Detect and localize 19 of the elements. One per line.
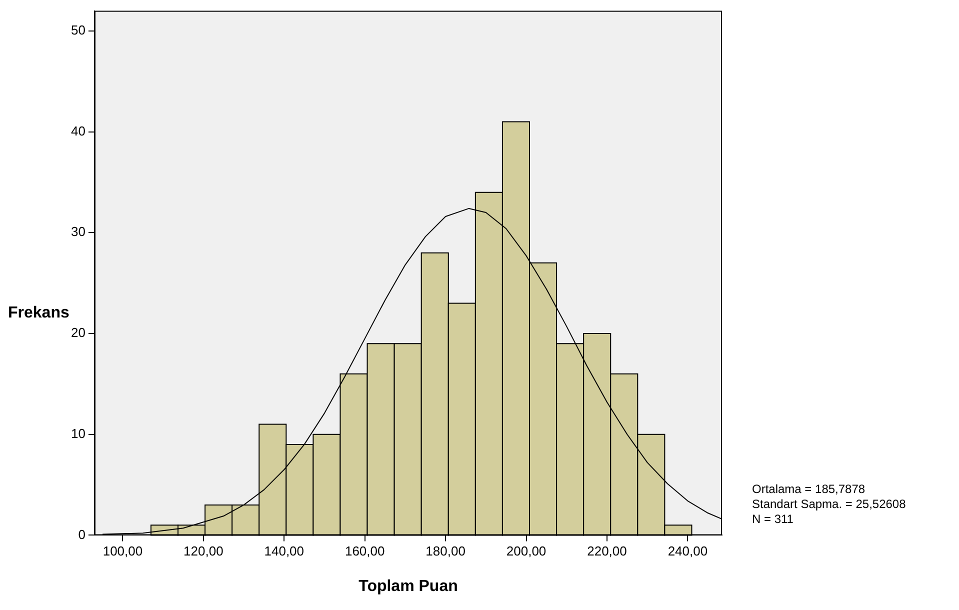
y-tick-label: 20	[70, 325, 86, 340]
x-tick-label: 220,00	[587, 544, 627, 559]
x-tick-label: 180,00	[426, 544, 466, 559]
y-tick-label: 10	[70, 426, 86, 441]
text: N = 311	[752, 512, 794, 527]
x-tick-label: 120,00	[184, 544, 224, 559]
y-axis-title: Frekans	[8, 304, 70, 322]
x-axis-title: Toplam Puan	[358, 578, 458, 595]
x-tick-label: 160,00	[344, 544, 385, 559]
x-tick-label: 200,00	[506, 544, 546, 559]
y-tick-label: 50	[70, 22, 86, 38]
y-tick-label: 30	[70, 224, 86, 240]
y-tick-label: 40	[70, 123, 86, 138]
x-tick-label: 100,00	[102, 544, 143, 559]
x-tick-label: 140,00	[264, 544, 304, 559]
text: Ortalama = 185,7878	[752, 482, 866, 497]
text: Standart Sapma. = 25,52608	[752, 497, 906, 512]
x-tick-label: 240,00	[668, 544, 708, 559]
y-tick-label: 0	[78, 526, 86, 542]
